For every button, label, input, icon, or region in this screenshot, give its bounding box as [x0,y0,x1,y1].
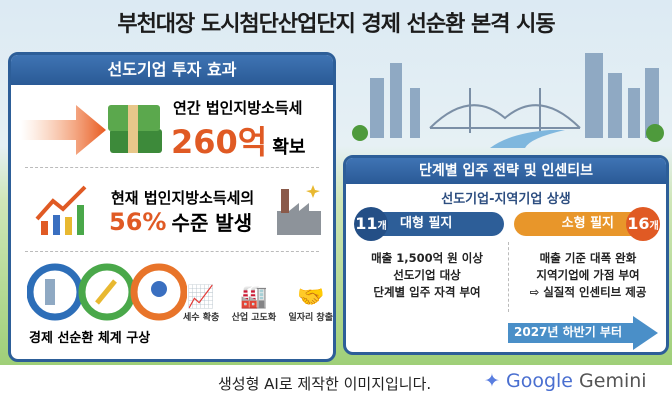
subtitle: 선도기업-지역기업 상생 [441,192,571,207]
tax-suffix: 확보 [272,137,306,158]
ai-generated-note: 생성형 AI로 제작한 이미지입니다. [218,375,432,393]
ratio-suffix: 수준 발생 [171,211,253,235]
benefit-industry: 🏭 산업 고도화 [231,285,277,323]
handshake-icon: 🤝 [297,285,325,310]
ratio-value: 56% [109,208,167,236]
growth-chart-icon: 📈 [187,285,215,310]
benefit-tax: 📈 세수 확충 [183,285,220,323]
money-stack-icon [108,105,162,153]
virtuous-cycle: 경제 선순환 체계 구상 📈 세수 확충 🏭 산업 고도화 🤝 일자리 창출 [11,255,333,355]
tax-revenue-item: 연간 법인지방소득세 260억 확보 [11,91,333,171]
city-skyline-illustration [352,53,664,148]
timeline-arrow [508,316,658,350]
arrow-right-icon [21,105,106,155]
tax-ratio-item: 현재 법인지방소득세의 56% 수준 발생 [11,173,333,253]
divider [25,251,319,252]
investment-effect-panel: 선도기업 투자 효과 연간 법인지방소득세 260억 확보 현재 법인지방소득세… [8,52,336,362]
cycle-label: 경제 선순환 체계 구상 [29,331,151,346]
ratio-label: 현재 법인지방소득세의 [111,189,255,207]
divider [25,167,319,168]
growth-chart-icon [35,185,87,235]
page-title: 부천대장 도시첨단산업단지 경제 선순환 본격 시동 [117,12,555,37]
panel-header: 선도기업 투자 효과 [11,55,333,85]
factory-icon [277,185,321,235]
cycle-rings-icon [27,263,187,321]
large-lot-count: 11개 [354,207,388,241]
small-lot-details: 매출 기준 대폭 완화 지역기업에 가점 부여 ⇨ 실질적 인센티브 제공 [529,251,647,299]
factory-icon: 🏭 [240,285,268,310]
small-lot-count: 16개 [626,207,660,241]
tax-value: 260억 [171,123,268,161]
timeline-label: 2027년 하반기 부터 [514,325,622,339]
divider [508,242,509,312]
benefit-jobs: 🤝 일자리 창출 [288,285,333,323]
sparkle-icon: ✦ [484,370,500,392]
large-lot-details: 매출 1,500억 원 이상 선도기업 대상 단계별 입주 자격 부여 [371,251,483,299]
panel-header: 단계별 입주 전략 및 인센티브 [346,158,666,184]
gemini-logo: ✦ Google Gemini [484,370,647,392]
tax-label: 연간 법인지방소득세 [173,99,303,117]
strategy-panel: 단계별 입주 전략 및 인센티브 선도기업-지역기업 상생 대형 필지 11개 … [343,155,669,355]
